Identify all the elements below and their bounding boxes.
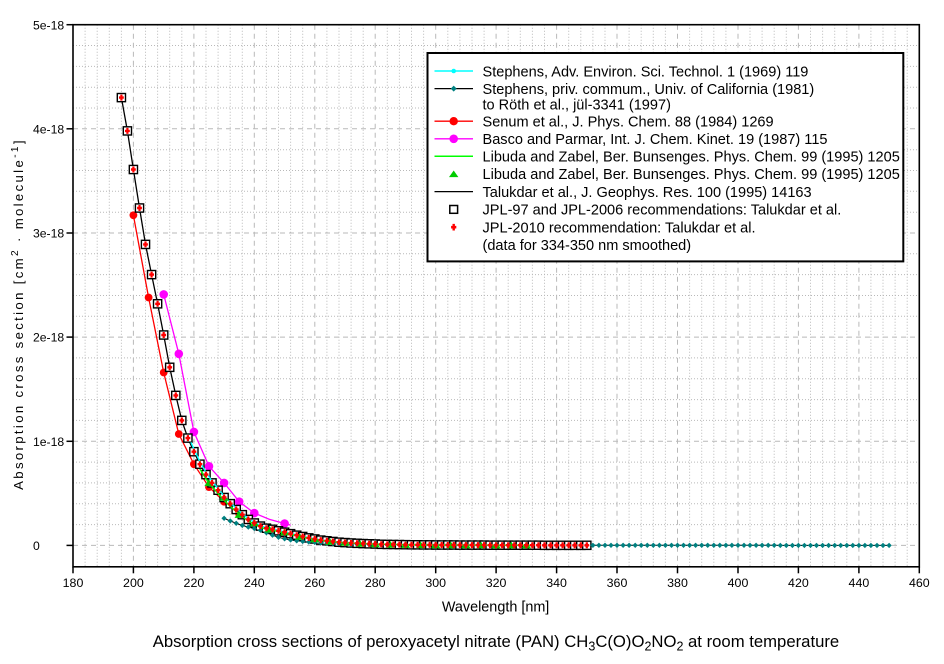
svg-text:220: 220: [184, 576, 205, 590]
svg-text:300: 300: [425, 576, 446, 590]
svg-text:JPL-2010 recommendation: Taluk: JPL-2010 recommendation: Talukdar et al.: [483, 221, 756, 237]
svg-text:240: 240: [244, 576, 265, 590]
svg-text:440: 440: [849, 576, 870, 590]
svg-text:340: 340: [546, 576, 567, 590]
svg-text:380: 380: [667, 576, 688, 590]
svg-text:260: 260: [304, 576, 325, 590]
svg-text:4e-18: 4e-18: [33, 122, 64, 136]
svg-text:460: 460: [909, 576, 930, 590]
svg-text:360: 360: [607, 576, 628, 590]
svg-text:420: 420: [788, 576, 809, 590]
svg-text:JPL-97 and JPL-2006 recommenda: JPL-97 and JPL-2006 recommendations: Tal…: [483, 203, 842, 219]
svg-text:Talukdar et al., J. Geophys. R: Talukdar et al., J. Geophys. Res. 100 (1…: [483, 185, 812, 201]
svg-text:(data for 334-350 nm smoothed): (data for 334-350 nm smoothed): [483, 238, 692, 254]
svg-text:Libuda and Zabel, Ber. Bunseng: Libuda and Zabel, Ber. Bunsenges. Phys. …: [483, 150, 900, 166]
svg-text:320: 320: [486, 576, 507, 590]
svg-text:400: 400: [728, 576, 749, 590]
svg-text:200: 200: [123, 576, 144, 590]
svg-text:Basco and Parmar, Int. J. Chem: Basco and Parmar, Int. J. Chem. Kinet. 1…: [483, 132, 828, 148]
svg-text:to Röth et al., jül-3341 (1997: to Röth et al., jül-3341 (1997): [483, 98, 671, 114]
svg-text:2e-18: 2e-18: [33, 331, 64, 345]
svg-text:3e-18: 3e-18: [33, 227, 64, 241]
svg-text:5e-18: 5e-18: [33, 18, 64, 32]
svg-text:1e-18: 1e-18: [33, 435, 64, 449]
svg-text:Stephens, priv. commum., Univ.: Stephens, priv. commum., Univ. of Califo…: [483, 82, 815, 98]
svg-text:Libuda and Zabel, Ber. Bunseng: Libuda and Zabel, Ber. Bunsenges. Phys. …: [483, 167, 900, 183]
svg-text:180: 180: [63, 576, 84, 590]
svg-text:280: 280: [365, 576, 386, 590]
svg-text:Wavelength [nm]: Wavelength [nm]: [442, 600, 549, 616]
svg-text:0: 0: [33, 539, 40, 553]
svg-text:Absorption cross section [cm2: Absorption cross section [cm2 · molecule…: [10, 138, 26, 490]
svg-text:Senum et al., J. Phys. Chem. 8: Senum et al., J. Phys. Chem. 88 (1984) 1…: [483, 115, 774, 131]
svg-text:Absorption cross sections of p: Absorption cross sections of peroxyacety…: [153, 632, 839, 654]
svg-text:Stephens, Adv. Environ. Sci. T: Stephens, Adv. Environ. Sci. Technol. 1 …: [483, 64, 809, 80]
